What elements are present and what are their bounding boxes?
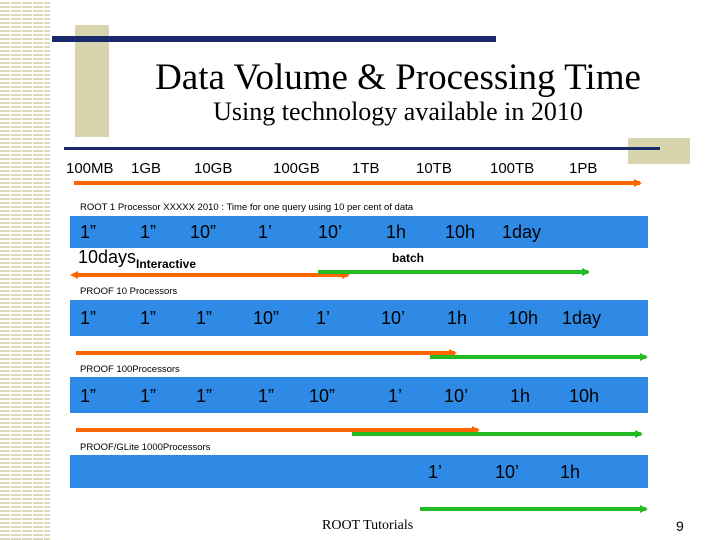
proof100-time-9: 10h <box>569 386 600 406</box>
root-time-2: 1” <box>140 222 157 242</box>
glite-section-label: PROOF/GLite 1000Processors <box>80 442 211 453</box>
footer-text: ROOT Tutorials <box>322 518 414 533</box>
proof10-section-label: PROOF 10 Processors <box>80 286 178 297</box>
proof100-time-4: 1” <box>258 386 275 406</box>
root-time-1: 1” <box>80 222 97 242</box>
root-time-10days: 10days <box>78 247 137 267</box>
volume-1pb: 1PB <box>569 160 598 177</box>
volume-10gb: 10GB <box>194 160 233 177</box>
proof100-time-bar <box>70 377 648 413</box>
root-time-6: 1h <box>386 222 407 242</box>
volume-100tb: 100TB <box>490 160 535 177</box>
decorative-block-left <box>75 25 109 137</box>
root-section-label: ROOT 1 Processor XXXXX 2010 : Time for o… <box>80 202 414 213</box>
subtitle-accent-line <box>64 147 660 150</box>
proof10-time-5: 1’ <box>316 308 331 328</box>
proof100-time-1: 1” <box>80 386 97 406</box>
batch-label: batch <box>392 251 425 265</box>
volume-100gb: 100GB <box>273 160 320 177</box>
root-time-8: 1day <box>502 222 542 242</box>
volume-1tb: 1TB <box>352 160 380 177</box>
root-time-7: 10h <box>445 222 476 242</box>
proof100-time-5: 10” <box>309 386 336 406</box>
proof100-time-3: 1” <box>196 386 213 406</box>
proof10-time-3: 1” <box>196 308 213 328</box>
page-number: 9 <box>676 518 684 534</box>
proof10-time-7: 1h <box>447 308 468 328</box>
proof100-section-label: PROOF 100Processors <box>80 364 180 375</box>
glite-time-bar <box>70 455 648 488</box>
interactive-label: Interactive <box>136 257 197 271</box>
proof10-time-6: 10’ <box>381 308 406 328</box>
page-subtitle: Using technology available in 2010 <box>213 97 583 126</box>
root-time-5: 10’ <box>318 222 343 242</box>
volume-1gb: 1GB <box>131 160 162 177</box>
title-accent-line <box>52 36 496 42</box>
glite-time-2: 10’ <box>495 462 520 482</box>
volume-10tb: 10TB <box>416 160 452 177</box>
proof10-time-9: 1day <box>562 308 602 328</box>
proof100-time-2: 1” <box>140 386 157 406</box>
proof100-time-7: 10’ <box>444 386 469 406</box>
glite-time-3: 1h <box>560 462 581 482</box>
proof100-time-8: 1h <box>510 386 531 406</box>
decorative-stripes-cross <box>0 0 50 540</box>
root-time-bar <box>70 216 648 248</box>
proof100-time-6: 1’ <box>388 386 403 406</box>
page-title: Data Volume & Processing Time <box>155 57 641 98</box>
proof10-time-8: 10h <box>508 308 539 328</box>
glite-time-1: 1’ <box>428 462 443 482</box>
root-time-3: 10” <box>190 222 217 242</box>
proof10-time-4: 10” <box>253 308 280 328</box>
volume-100mb: 100MB <box>66 160 114 177</box>
proof10-time-1: 1” <box>80 308 97 328</box>
proof10-time-2: 1” <box>140 308 157 328</box>
root-time-4: 1’ <box>258 222 273 242</box>
proof10-time-bar <box>70 300 648 336</box>
decorative-block-right <box>628 138 690 164</box>
